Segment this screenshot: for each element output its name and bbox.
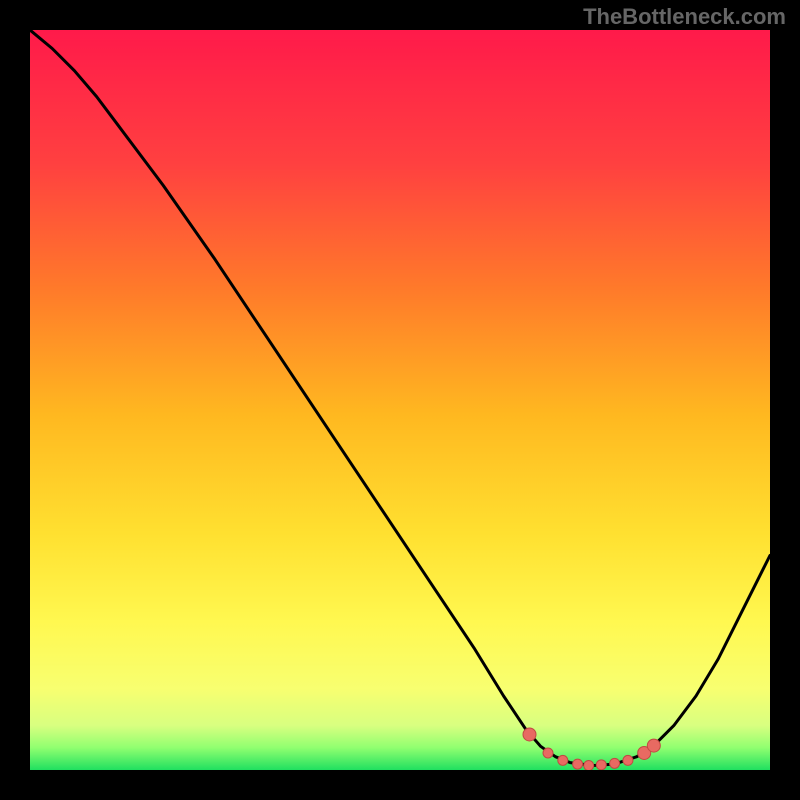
chart-curve-layer bbox=[30, 30, 770, 770]
curve-marker bbox=[623, 755, 633, 765]
curve-marker bbox=[584, 761, 594, 770]
curve-marker bbox=[610, 758, 620, 768]
curve-marker bbox=[543, 748, 553, 758]
chart-plot-area bbox=[30, 30, 770, 770]
curve-marker bbox=[523, 728, 536, 741]
watermark-text: TheBottleneck.com bbox=[583, 4, 786, 30]
bottleneck-curve bbox=[30, 30, 770, 766]
curve-marker bbox=[558, 755, 568, 765]
curve-marker bbox=[573, 759, 583, 769]
curve-marker bbox=[647, 739, 660, 752]
curve-marker bbox=[596, 760, 606, 770]
